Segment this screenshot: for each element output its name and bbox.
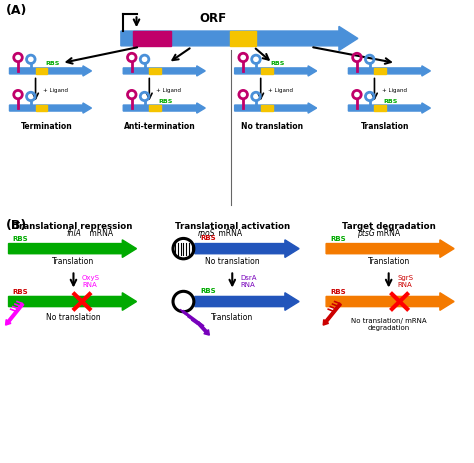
FancyArrow shape <box>348 67 430 77</box>
Text: Target degradation: Target degradation <box>342 221 436 230</box>
Text: + Ligand: + Ligand <box>156 88 182 93</box>
Text: RBS: RBS <box>200 235 216 241</box>
Text: RBS: RBS <box>330 288 346 294</box>
Text: Termination: Termination <box>20 122 73 131</box>
Text: Anti-termination: Anti-termination <box>124 122 196 131</box>
Text: No translation: No translation <box>240 122 303 131</box>
FancyArrow shape <box>9 67 91 77</box>
Text: OxyS
RNA: OxyS RNA <box>82 275 100 288</box>
Bar <box>261 69 273 75</box>
Text: DsrA
RNA: DsrA RNA <box>241 275 257 288</box>
Text: mRNA: mRNA <box>87 228 113 237</box>
Text: rpoS: rpoS <box>198 228 216 237</box>
Text: RBS: RBS <box>200 288 216 294</box>
Text: + Ligand: + Ligand <box>268 88 293 93</box>
Bar <box>36 69 47 75</box>
Bar <box>36 106 47 112</box>
FancyArrow shape <box>197 322 210 335</box>
FancyArrow shape <box>326 240 454 258</box>
Bar <box>261 106 273 112</box>
Text: RBS: RBS <box>270 61 284 66</box>
Text: + Ligand: + Ligand <box>43 88 68 93</box>
FancyArrow shape <box>9 104 91 114</box>
Text: Translation: Translation <box>361 122 410 131</box>
Bar <box>374 69 386 75</box>
FancyArrow shape <box>123 67 205 77</box>
FancyArrow shape <box>195 293 299 311</box>
Text: RBS: RBS <box>12 236 28 242</box>
Text: No translation: No translation <box>46 313 101 321</box>
FancyArrow shape <box>123 104 205 114</box>
Text: (B): (B) <box>6 219 27 232</box>
FancyArrow shape <box>6 303 24 325</box>
Text: No translation/ mRNA
degradation: No translation/ mRNA degradation <box>351 317 427 331</box>
FancyArrow shape <box>9 240 137 258</box>
FancyArrow shape <box>323 303 341 325</box>
FancyArrow shape <box>326 293 454 311</box>
Bar <box>230 32 256 47</box>
FancyArrow shape <box>121 27 358 51</box>
Text: No translation: No translation <box>205 257 260 266</box>
Text: Translation: Translation <box>367 257 410 266</box>
FancyArrow shape <box>235 67 317 77</box>
Text: RBS: RBS <box>330 236 346 242</box>
Bar <box>374 106 386 112</box>
Text: RBS: RBS <box>384 98 398 103</box>
Bar <box>149 69 161 75</box>
Text: mRNA: mRNA <box>216 228 242 237</box>
FancyArrow shape <box>9 293 137 311</box>
Text: RBS: RBS <box>159 98 173 103</box>
FancyArrow shape <box>235 104 317 114</box>
Text: Translation: Translation <box>52 257 95 266</box>
FancyArrow shape <box>195 240 299 258</box>
Text: Translational activation: Translational activation <box>175 221 290 230</box>
Text: RBS: RBS <box>12 288 28 294</box>
Text: mRNA: mRNA <box>374 228 401 237</box>
FancyArrow shape <box>348 104 430 114</box>
Text: Translation: Translation <box>211 313 254 321</box>
Text: fhlA: fhlA <box>66 228 81 237</box>
Bar <box>133 32 171 47</box>
Bar <box>149 106 161 112</box>
Text: (A): (A) <box>6 4 27 17</box>
Text: + Ligand: + Ligand <box>382 88 407 93</box>
Text: ORF: ORF <box>199 12 226 25</box>
Text: Translational repression: Translational repression <box>14 221 133 230</box>
Text: ptsG: ptsG <box>357 228 374 237</box>
Text: RBS: RBS <box>45 61 59 66</box>
Text: SgrS
RNA: SgrS RNA <box>397 275 413 288</box>
